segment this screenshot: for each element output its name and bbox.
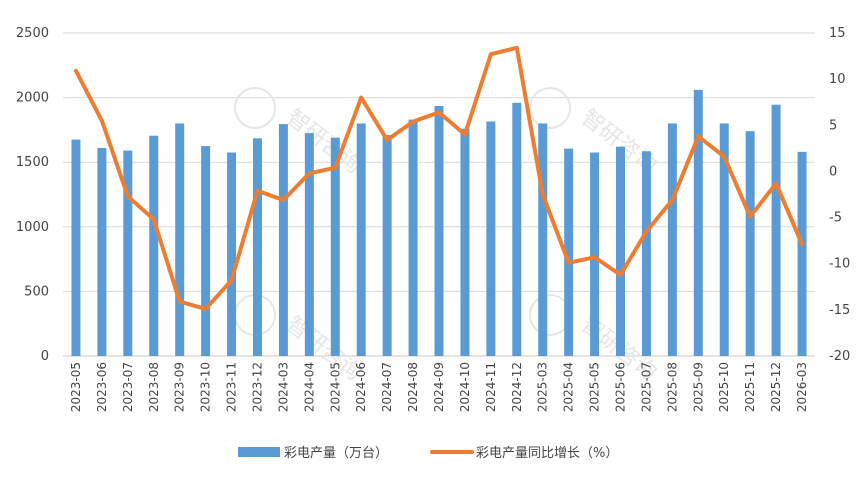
x-category-label: 2023-11 bbox=[225, 362, 239, 412]
x-category-label: 2024-07 bbox=[380, 362, 394, 412]
x-category-label: 2025-08 bbox=[665, 362, 679, 412]
bar-2024-03 bbox=[279, 124, 288, 356]
x-category-label: 2025-07 bbox=[639, 362, 653, 412]
x-category-label: 2025-12 bbox=[769, 362, 783, 412]
x-category-label: 2024-08 bbox=[406, 362, 420, 412]
bar-2025-07 bbox=[642, 151, 651, 356]
x-category-label: 2023-08 bbox=[147, 362, 161, 412]
x-category-label: 2024-11 bbox=[484, 362, 498, 412]
x-category-label: 2024-05 bbox=[328, 362, 342, 412]
x-category-label: 2024-10 bbox=[458, 362, 472, 412]
bar-2023-06 bbox=[97, 148, 106, 356]
x-category-label: 2023-10 bbox=[199, 362, 213, 412]
x-category-label: 2023-12 bbox=[250, 362, 264, 412]
bar-2024-09 bbox=[435, 106, 444, 356]
y-right-tick-label: 0 bbox=[829, 164, 837, 179]
bar-2025-12 bbox=[772, 105, 781, 356]
bar-2025-05 bbox=[590, 153, 599, 356]
bar-2023-12 bbox=[253, 138, 262, 356]
y-left-tick-label: 0 bbox=[41, 349, 49, 364]
x-category-label: 2025-10 bbox=[717, 362, 731, 412]
x-category-label: 2024-09 bbox=[432, 362, 446, 412]
x-category-label: 2025-09 bbox=[691, 362, 705, 412]
bar-2023-10 bbox=[201, 146, 210, 356]
legend: 彩电产量（万台） 彩电产量同比增长（%） bbox=[238, 446, 618, 461]
legend-label-yoy: 彩电产量同比增长（%） bbox=[476, 446, 618, 461]
y-right-tick-label: 5 bbox=[829, 118, 837, 133]
watermark-logo-icon bbox=[530, 295, 570, 335]
x-category-label: 2025-04 bbox=[562, 362, 576, 412]
y-right-tick-label: -20 bbox=[829, 349, 850, 364]
bar-2023-11 bbox=[227, 153, 236, 356]
x-category-label: 2024-04 bbox=[302, 362, 316, 412]
x-category-label: 2025-05 bbox=[588, 362, 602, 412]
bar-2023-09 bbox=[175, 123, 184, 356]
x-category-label: 2025-06 bbox=[614, 362, 628, 412]
y-left-tick-label: 2000 bbox=[16, 91, 49, 106]
x-category-label: 2024-06 bbox=[354, 362, 368, 412]
bar-2025-03 bbox=[538, 123, 547, 356]
y-left-tick-label: 1500 bbox=[16, 155, 49, 170]
bar-2023-05 bbox=[71, 140, 80, 356]
bar-2025-08 bbox=[668, 123, 677, 356]
bar-2025-11 bbox=[746, 131, 755, 356]
bar-2023-08 bbox=[149, 136, 158, 356]
y-right-tick-label: -15 bbox=[829, 303, 850, 318]
bar-2024-07 bbox=[383, 135, 392, 356]
bar-2025-09 bbox=[694, 90, 703, 356]
bar-2025-06 bbox=[616, 147, 625, 356]
y-right-tick-label: -5 bbox=[829, 211, 842, 226]
x-category-label: 2023-07 bbox=[121, 362, 135, 412]
x-category-label: 2023-06 bbox=[95, 362, 109, 412]
y-right-tick-label: -10 bbox=[829, 257, 850, 272]
legend-bar-swatch bbox=[238, 447, 280, 457]
bar-2024-04 bbox=[305, 133, 314, 356]
x-category-label: 2026-03 bbox=[795, 362, 809, 412]
bar-2026-03 bbox=[798, 152, 807, 356]
bar-2024-06 bbox=[357, 123, 366, 356]
legend-label-production: 彩电产量（万台） bbox=[284, 446, 388, 461]
watermark-logo-icon bbox=[530, 88, 570, 128]
x-category-label: 2023-05 bbox=[69, 362, 83, 412]
watermark-logo-icon bbox=[235, 88, 275, 128]
y-left-tick-label: 2500 bbox=[16, 26, 49, 41]
bar-2024-11 bbox=[486, 122, 495, 356]
x-category-label: 2024-03 bbox=[276, 362, 290, 412]
y-left-tick-label: 1000 bbox=[16, 220, 49, 235]
x-category-label: 2025-11 bbox=[743, 362, 757, 412]
bar-2024-10 bbox=[460, 129, 469, 356]
y-right-tick-label: 15 bbox=[829, 26, 846, 41]
x-category-label: 2024-12 bbox=[510, 362, 524, 412]
bar-2024-12 bbox=[512, 103, 521, 356]
y-left-tick-label: 500 bbox=[24, 284, 49, 299]
bar-series bbox=[71, 90, 806, 356]
x-category-label: 2025-03 bbox=[536, 362, 550, 412]
bar-2024-08 bbox=[409, 120, 418, 356]
y-right-tick-label: 10 bbox=[829, 72, 846, 87]
x-category-label: 2023-09 bbox=[173, 362, 187, 412]
